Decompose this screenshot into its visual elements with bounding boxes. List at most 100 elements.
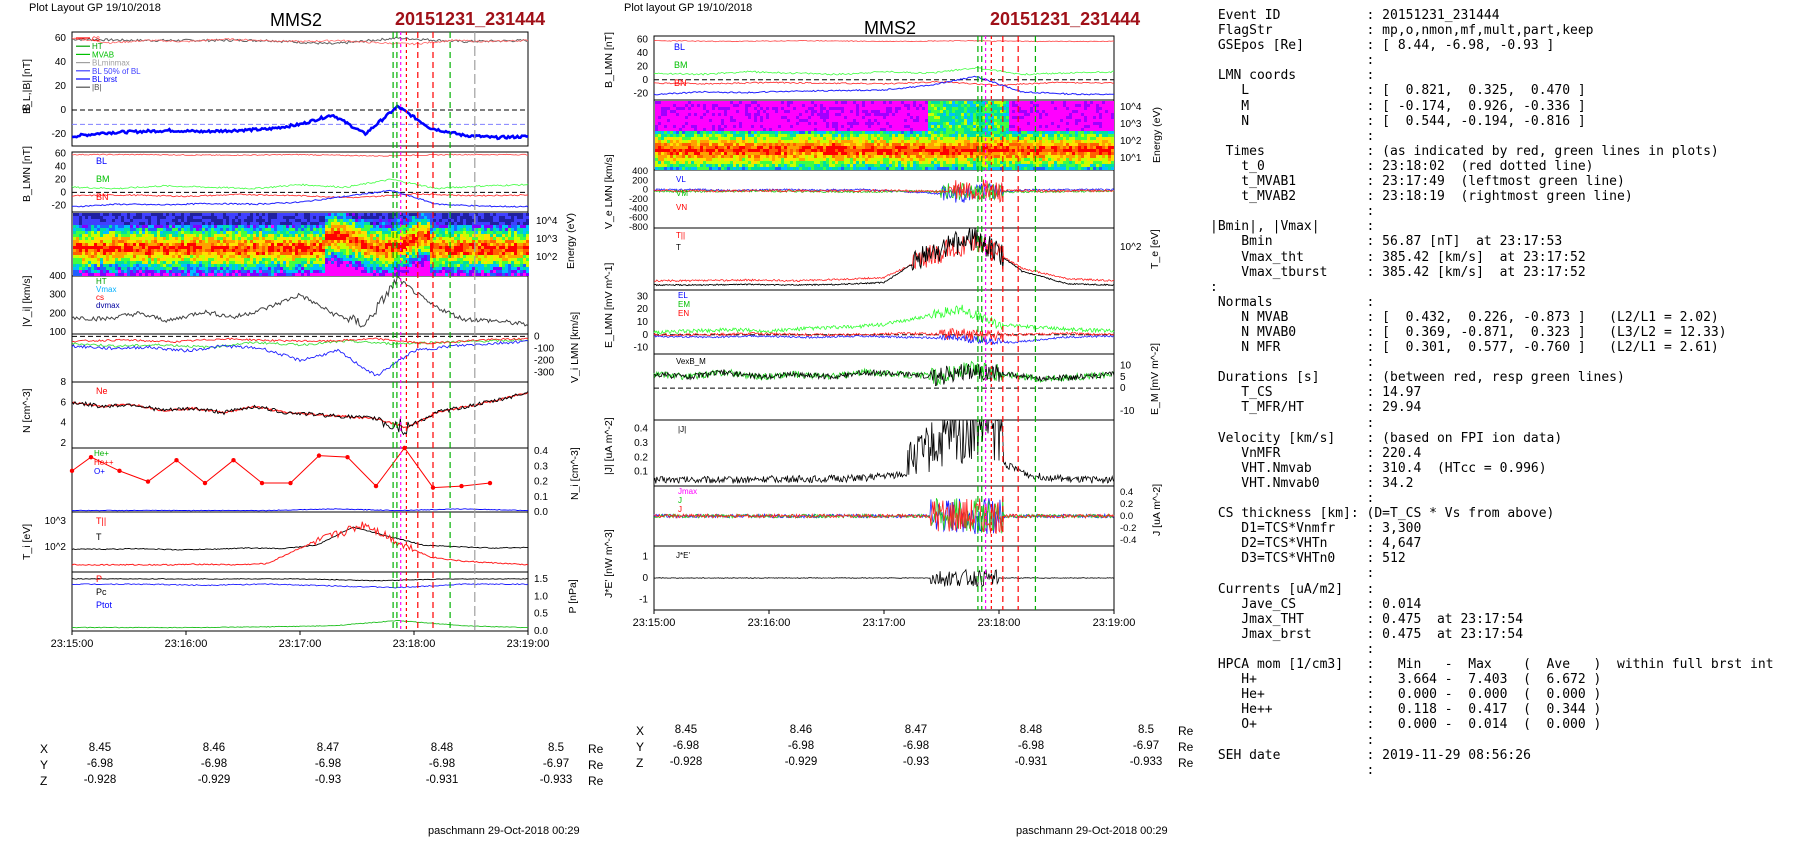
y-tick-label: 0 bbox=[1120, 383, 1126, 394]
y-tick-label: -20 bbox=[634, 88, 649, 99]
summary-line: VnMFR : 220.4 bbox=[1210, 445, 1422, 461]
y-tick-label: 10 bbox=[637, 317, 649, 328]
y-axis-label: T_e [eV] bbox=[1149, 229, 1161, 269]
position-value: -0.933 bbox=[1129, 756, 1163, 768]
y-axis-label: |J| [uA m^-2] bbox=[603, 417, 615, 475]
y-tick-label: 40 bbox=[55, 57, 67, 68]
legend-label: Vmax bbox=[96, 285, 116, 294]
position-value: -6.98 bbox=[672, 740, 700, 752]
panel-frame bbox=[653, 289, 1115, 355]
legend-label: BL brst bbox=[92, 75, 118, 84]
summary-line: : bbox=[1210, 128, 1375, 144]
y-tick-label: 100 bbox=[49, 327, 66, 338]
summary-line: : bbox=[1210, 53, 1375, 69]
summary-line: FlagStr : mp,o,nmon,mf,mult,part,keep bbox=[1210, 23, 1594, 39]
y-tick-label: 200 bbox=[632, 175, 648, 186]
y-tick-label: 400 bbox=[632, 166, 648, 177]
y-tick-label: 20 bbox=[637, 304, 649, 315]
summary-line: N : [ 0.544, -0.194, -0.816 ] bbox=[1210, 113, 1586, 129]
he-plus-plus-point bbox=[202, 480, 208, 486]
legend-label: EL bbox=[678, 291, 688, 300]
en-line bbox=[653, 327, 1115, 343]
y-axis-label: B_LMN [nT] bbox=[21, 146, 33, 202]
y-tick-label: 0.0 bbox=[534, 626, 548, 637]
legend-label: T bbox=[676, 243, 681, 252]
summary-line: t_0 : 23:18:02 (red dotted line) bbox=[1210, 158, 1594, 174]
y-tick-label: 20 bbox=[55, 174, 67, 185]
position-row-label: Y bbox=[636, 740, 645, 754]
y-axis-label: N_i [cm^-3] bbox=[569, 447, 580, 500]
position-value: -6.97 bbox=[542, 758, 570, 770]
vn-line bbox=[71, 337, 529, 345]
summary-line: t_MVAB2 : 23:18:19 (rightmost green line… bbox=[1210, 189, 1633, 205]
y-tick-label: 8 bbox=[60, 377, 66, 388]
y-axis-label: J [uA m^-2] bbox=[1151, 484, 1163, 536]
vl-line bbox=[71, 339, 529, 377]
summary-line: N MFR : [ 0.301, 0.577, -0.760 ] (L2/L1 … bbox=[1210, 340, 1719, 356]
position-row-label: Z bbox=[40, 774, 48, 788]
left-footer: paschmann 29-Oct-2018 00:29 bbox=[428, 825, 580, 837]
bm-line bbox=[653, 66, 1115, 76]
summary-line: Bmin : 56.87 [nT] at 23:17:53 bbox=[1210, 234, 1563, 250]
bn-line bbox=[653, 80, 1115, 87]
he-plus-plus-point bbox=[373, 483, 379, 489]
y-tick-label: -1 bbox=[639, 594, 648, 605]
bm-red-line bbox=[71, 153, 529, 157]
pc-line bbox=[71, 619, 529, 629]
summary-line: |Bmin|, |Vmax| : bbox=[1210, 219, 1375, 235]
legend-label: EM bbox=[678, 300, 690, 309]
summary-line: GSEpos [Re] : [ 8.44, -6.98, -0.93 ] bbox=[1210, 38, 1555, 54]
y-tick-label: 0 bbox=[642, 573, 648, 584]
legend-label: J bbox=[678, 496, 682, 505]
y-tick-label: 10^2 bbox=[1120, 136, 1142, 147]
y-tick-label: 10^4 bbox=[1120, 102, 1142, 113]
legend-label: BN bbox=[674, 78, 687, 88]
summary-line: L : [ 0.821, 0.325, 0.470 ] bbox=[1210, 83, 1586, 99]
position-value: -6.97 bbox=[1132, 740, 1160, 752]
middle-footer: paschmann 29-Oct-2018 00:29 bbox=[1016, 825, 1168, 837]
t-parallel-line bbox=[71, 521, 529, 566]
middle-event-id: 20151231_231444 bbox=[990, 9, 1141, 29]
y-tick-label: 0.0 bbox=[1120, 511, 1133, 522]
position-value: -0.93 bbox=[902, 756, 930, 768]
position-value: -0.928 bbox=[669, 756, 703, 768]
y-tick-label: 0.3 bbox=[634, 438, 648, 449]
legend-label: T bbox=[96, 532, 102, 542]
he-plus-plus-point bbox=[487, 480, 493, 486]
he-plus-plus-line bbox=[71, 447, 491, 489]
summary-line: HPCA mom [1/cm3] : Min - Max ( Ave ) wit… bbox=[1210, 657, 1774, 673]
y-tick-label: -0.2 bbox=[1120, 523, 1136, 534]
he-plus-plus-point bbox=[402, 445, 407, 451]
middle-position-table: X 8.45 8.46 8.47 8.48 8.5 Re Y -6.98 -6.98 -6.98 -6… bbox=[636, 724, 1193, 804]
t-line bbox=[71, 526, 529, 551]
y-tick-label: 0 bbox=[642, 330, 648, 341]
ne-line bbox=[71, 391, 529, 436]
y-tick-label: 300 bbox=[49, 290, 66, 301]
y-tick-label: 60 bbox=[55, 148, 67, 159]
y-tick-label: -300 bbox=[534, 367, 554, 378]
ve-n-line bbox=[653, 179, 1115, 204]
y-tick-label: 10^4 bbox=[536, 216, 558, 227]
el-line bbox=[653, 334, 1115, 345]
summary-line: Currents [uA/m2] : bbox=[1210, 581, 1375, 597]
y-tick-label: 1.5 bbox=[534, 574, 548, 585]
summary-line: : bbox=[1210, 204, 1375, 220]
y-tick-label: 400 bbox=[49, 271, 66, 282]
y-tick-label: -100 bbox=[534, 343, 554, 354]
summary-line: Vmax_tburst : 385.42 [km/s] at 23:17:52 bbox=[1210, 264, 1586, 280]
left-position-table: X 8.45 8.46 8.47 8.48 8.5 Re Y -6.98 -6.98 -6.98 -6… bbox=[40, 742, 603, 822]
summary-line: N MVAB : [ 0.432, 0.226, -0.873 ] (L2/L1… bbox=[1210, 309, 1719, 325]
legend-label: P bbox=[96, 574, 102, 584]
y-tick-label: -20 bbox=[52, 200, 67, 211]
y-tick-label: 6 bbox=[60, 397, 66, 408]
position-unit: Re bbox=[588, 758, 604, 772]
position-unit: Re bbox=[588, 742, 604, 756]
position-unit: Re bbox=[1178, 740, 1194, 754]
y-tick-label: 0.4 bbox=[634, 424, 648, 435]
legend-label: J bbox=[678, 505, 682, 514]
y-tick-label: 40 bbox=[55, 161, 67, 172]
y-tick-label: 40 bbox=[637, 48, 649, 59]
y-axis-label: V_i LMN [km/s] bbox=[569, 312, 580, 383]
y-tick-label: 0.2 bbox=[634, 452, 648, 463]
